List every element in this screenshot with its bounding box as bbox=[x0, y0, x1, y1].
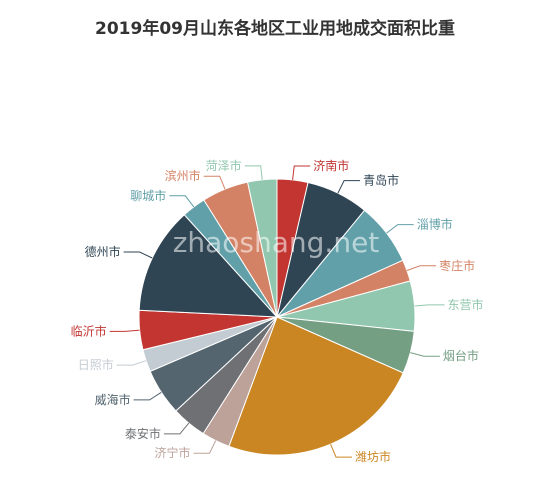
leader-line-1 bbox=[337, 180, 361, 194]
leader-line-11 bbox=[109, 329, 140, 332]
slice-label-7: 济宁市 bbox=[154, 445, 190, 460]
slice-label-12: 德州市 bbox=[85, 244, 121, 259]
leader-line-5 bbox=[410, 352, 440, 357]
slice-label-11: 临沂市 bbox=[71, 323, 107, 338]
slice-label-5: 烟台市 bbox=[443, 348, 479, 363]
leader-line-8 bbox=[163, 422, 190, 435]
slice-label-1: 青岛市 bbox=[363, 173, 399, 188]
leader-line-10 bbox=[116, 360, 147, 366]
pie-slice-6 bbox=[228, 316, 404, 456]
slice-label-2: 淄博市 bbox=[417, 217, 453, 232]
slice-label-15: 菏泽市 bbox=[206, 158, 242, 173]
leader-line-2 bbox=[386, 224, 414, 234]
slice-label-9: 威海市 bbox=[95, 392, 131, 407]
leader-line-12 bbox=[123, 251, 153, 259]
leader-line-15 bbox=[244, 165, 263, 180]
leader-line-6 bbox=[330, 444, 352, 458]
pie-slice-12 bbox=[138, 214, 279, 318]
leader-line-13 bbox=[169, 195, 195, 208]
slice-label-3: 枣庄市 bbox=[439, 258, 475, 273]
leader-line-14 bbox=[203, 175, 226, 190]
leader-line-4 bbox=[414, 304, 445, 307]
slice-label-8: 泰安市 bbox=[125, 426, 161, 441]
leader-line-3 bbox=[406, 265, 437, 271]
watermark-text: zhaoshang.net bbox=[173, 226, 380, 259]
slice-label-4: 东营市 bbox=[448, 297, 484, 312]
slice-label-6: 潍坊市 bbox=[355, 449, 391, 464]
slice-label-10: 日照市 bbox=[78, 357, 114, 372]
slice-label-0: 济南市 bbox=[313, 158, 349, 173]
slice-label-14: 滨州市 bbox=[165, 168, 201, 183]
leader-line-7 bbox=[193, 440, 217, 454]
slices-layer bbox=[138, 178, 416, 456]
leader-line-9 bbox=[133, 391, 162, 401]
slice-label-13: 聊城市 bbox=[130, 188, 166, 203]
leader-line-0 bbox=[292, 165, 311, 180]
chart-title: 2019年09月山东各地区工业用地成交面积比重 bbox=[95, 18, 455, 39]
